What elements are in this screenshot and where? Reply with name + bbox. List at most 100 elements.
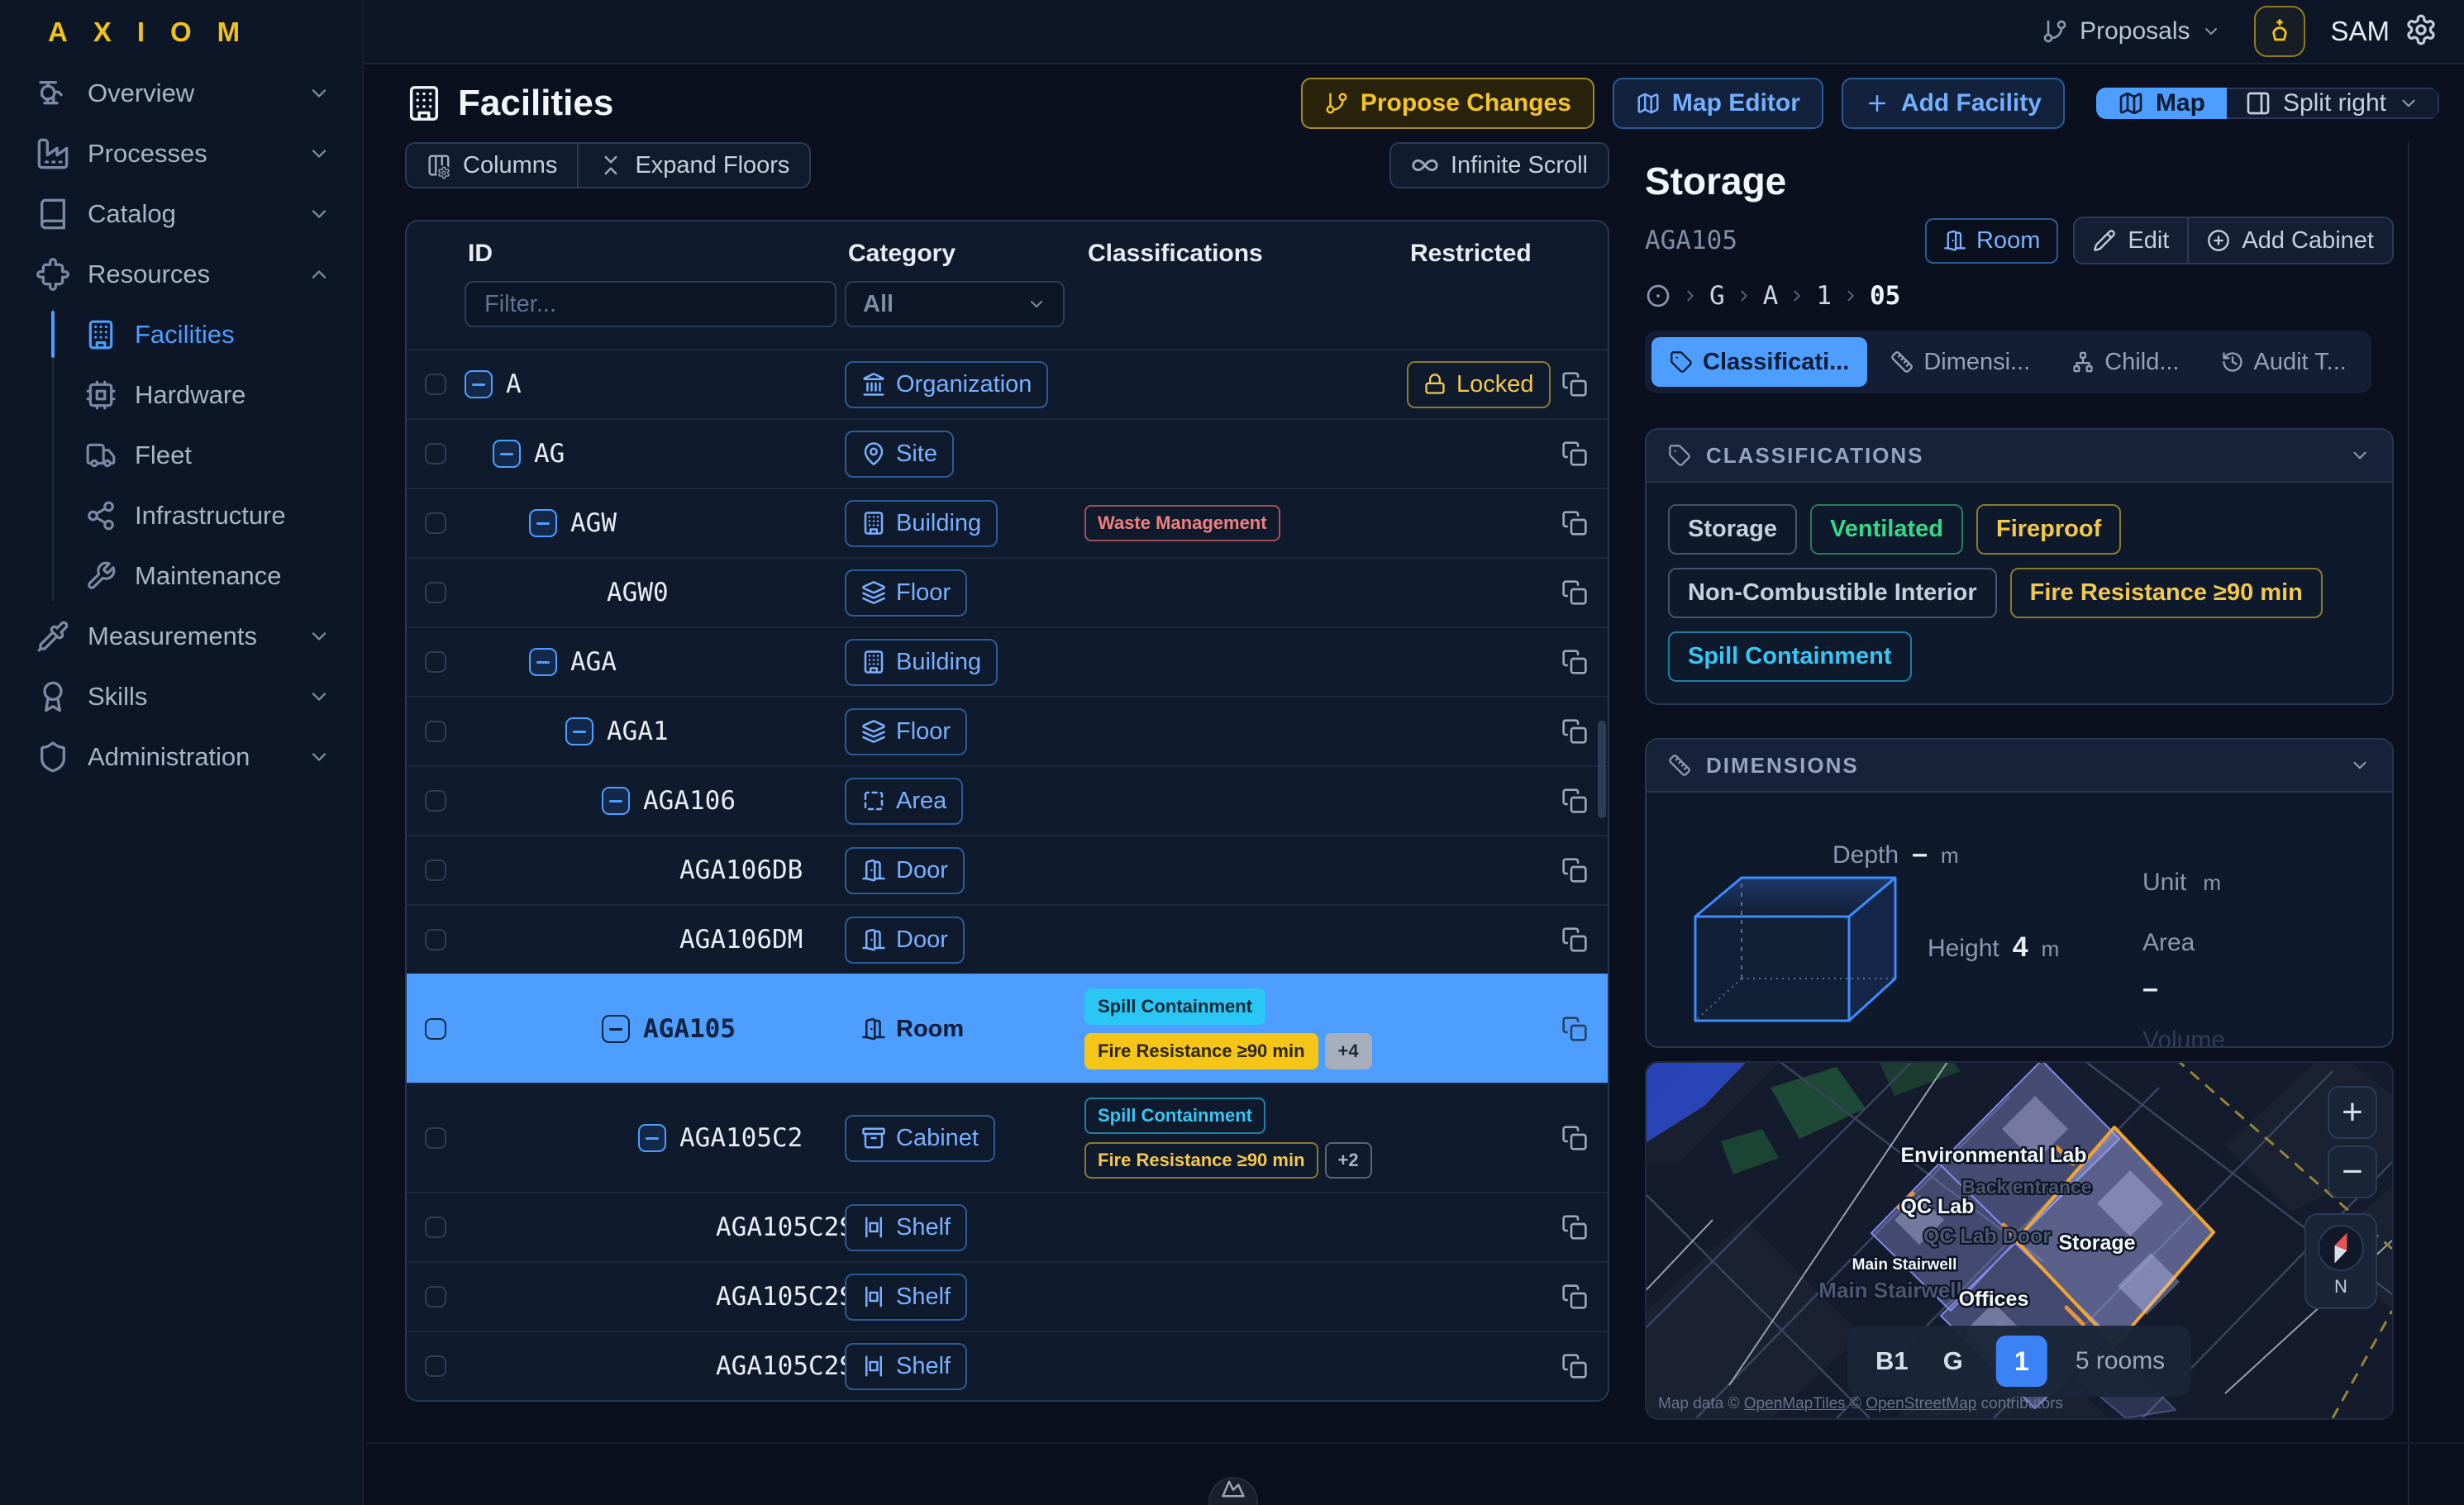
breadcrumb-item[interactable]: A bbox=[1762, 281, 1779, 311]
edit-button[interactable]: Edit bbox=[2075, 218, 2187, 263]
breadcrumb-item[interactable]: 1 bbox=[1816, 281, 1833, 311]
expand-floors-button[interactable]: Expand Floors bbox=[577, 144, 809, 187]
row-checkbox[interactable] bbox=[425, 929, 446, 950]
collapse-toggle[interactable] bbox=[565, 717, 593, 745]
row-restricted-cell bbox=[1407, 710, 1561, 753]
openmaptiles-link[interactable]: OpenMapTiles bbox=[1743, 1395, 1846, 1412]
floor-button[interactable]: B1 bbox=[1875, 1346, 1909, 1375]
category-filter-select[interactable]: All bbox=[845, 281, 1065, 327]
collapse-toggle[interactable] bbox=[602, 787, 630, 815]
table-row[interactable]: AGA Building bbox=[407, 626, 1608, 696]
table-row[interactable]: AGA106 Area bbox=[407, 765, 1608, 835]
settings-button[interactable] bbox=[2404, 13, 2438, 50]
detail-tab[interactable]: Dimensi... bbox=[1872, 337, 2048, 387]
sidebar-section[interactable]: Skills bbox=[0, 666, 362, 726]
copy-id-button[interactable] bbox=[1561, 579, 1611, 606]
sidebar-section[interactable]: Overview bbox=[0, 63, 362, 123]
table-row[interactable]: AGA105C2S Shelf bbox=[407, 1331, 1608, 1400]
copy-id-button[interactable] bbox=[1561, 441, 1611, 467]
split-right-button[interactable]: Split right bbox=[2226, 88, 2439, 119]
row-checkbox[interactable] bbox=[425, 512, 446, 534]
map-label-qc-lab-door: QC Lab Door bbox=[1923, 1225, 2051, 1248]
row-checkbox[interactable] bbox=[425, 1127, 446, 1149]
detail-tab[interactable]: Audit T... bbox=[2203, 337, 2365, 387]
sidebar-subitem[interactable]: Fleet bbox=[0, 425, 362, 485]
copy-id-button[interactable] bbox=[1561, 1284, 1611, 1310]
row-checkbox[interactable] bbox=[425, 1355, 446, 1377]
detail-tab[interactable]: Classificati... bbox=[1651, 337, 1868, 387]
collapse-toggle[interactable] bbox=[493, 440, 521, 468]
collapse-toggle[interactable] bbox=[529, 509, 557, 537]
breadcrumb-item[interactable]: 05 bbox=[1870, 281, 1901, 311]
add-cabinet-button[interactable]: Add Cabinet bbox=[2187, 218, 2392, 263]
zoom-out-button[interactable]: − bbox=[2328, 1145, 2377, 1198]
sidebar-section[interactable]: Catalog bbox=[0, 183, 362, 244]
table-row[interactable]: AGA105C2 Cabinet bbox=[407, 1083, 1608, 1192]
row-checkbox[interactable] bbox=[425, 651, 446, 673]
copy-id-button[interactable] bbox=[1561, 1214, 1611, 1241]
row-checkbox[interactable] bbox=[425, 790, 446, 812]
columns-button[interactable]: Columns bbox=[407, 144, 577, 187]
collapse-toggle[interactable] bbox=[465, 370, 493, 398]
infinite-scroll-button[interactable]: Infinite Scroll bbox=[1389, 142, 1609, 188]
sidebar-section[interactable]: Measurements bbox=[0, 606, 362, 666]
sidebar-subitem[interactable]: Hardware bbox=[0, 364, 362, 425]
sidebar-subitem[interactable]: Maintenance bbox=[0, 545, 362, 606]
row-checkbox[interactable] bbox=[425, 1217, 446, 1238]
propose-changes-button[interactable]: Propose Changes bbox=[1300, 78, 1594, 129]
copy-id-button[interactable] bbox=[1561, 1353, 1611, 1379]
table-row[interactable]: AGW0 Floor bbox=[407, 557, 1608, 626]
category-icon bbox=[861, 372, 886, 397]
copy-id-button[interactable] bbox=[1561, 1125, 1611, 1151]
table-row[interactable]: AGA1 Floor bbox=[407, 696, 1608, 765]
collapse-toggle[interactable] bbox=[529, 648, 557, 676]
floor-button[interactable]: G bbox=[1942, 1346, 1963, 1375]
proposals-menu[interactable]: Proposals bbox=[2042, 17, 2221, 45]
map-compass[interactable]: N bbox=[2304, 1213, 2377, 1309]
sidebar-section[interactable]: Resources bbox=[0, 244, 362, 304]
copy-id-button[interactable] bbox=[1561, 649, 1611, 675]
row-checkbox[interactable] bbox=[425, 1018, 446, 1040]
map-editor-button[interactable]: Map Editor bbox=[1612, 78, 1823, 129]
copy-id-button[interactable] bbox=[1561, 371, 1611, 398]
row-checkbox[interactable] bbox=[425, 582, 446, 603]
copy-id-button[interactable] bbox=[1561, 1016, 1611, 1042]
root-target-icon[interactable] bbox=[1645, 283, 1671, 309]
table-scrollbar-thumb[interactable] bbox=[1598, 721, 1606, 818]
row-checkbox[interactable] bbox=[425, 443, 446, 464]
row-checkbox[interactable] bbox=[425, 374, 446, 395]
map-view-button[interactable]: Map bbox=[2095, 88, 2227, 119]
table-row[interactable]: AGA106DB Door bbox=[407, 835, 1608, 904]
dimensions-card-header[interactable]: DIMENSIONS bbox=[1647, 740, 2392, 793]
copy-id-button[interactable] bbox=[1561, 510, 1611, 536]
row-checkbox[interactable] bbox=[425, 721, 446, 742]
copy-id-button[interactable] bbox=[1561, 926, 1611, 953]
add-facility-button[interactable]: Add Facility bbox=[1841, 78, 2065, 129]
table-row[interactable]: A Organization bbox=[407, 349, 1608, 418]
mini-map[interactable]: Back entrance QC Lab Door Main Stairwell… bbox=[1645, 1061, 2394, 1420]
collapse-toggle[interactable] bbox=[602, 1015, 630, 1043]
breadcrumb-item[interactable]: G bbox=[1709, 281, 1725, 311]
table-row[interactable]: AGA105 Room bbox=[407, 974, 1608, 1083]
sidebar-section[interactable]: Administration bbox=[0, 726, 362, 787]
table-row[interactable]: AGW Building bbox=[407, 488, 1608, 557]
table-row[interactable]: AGA106DM Door bbox=[407, 904, 1608, 974]
zoom-in-button[interactable]: + bbox=[2328, 1086, 2377, 1139]
openstreetmap-link[interactable]: OpenStreetMap bbox=[1866, 1395, 1977, 1412]
sidebar-subitem[interactable]: Facilities bbox=[0, 304, 362, 364]
detail-tab[interactable]: Child... bbox=[2053, 337, 2197, 387]
sidebar-subitem[interactable]: Infrastructure bbox=[0, 485, 362, 545]
sidebar-section[interactable]: Processes bbox=[0, 123, 362, 183]
row-checkbox[interactable] bbox=[425, 860, 446, 881]
copy-id-button[interactable] bbox=[1561, 857, 1611, 883]
id-filter-input[interactable] bbox=[465, 281, 836, 327]
table-row[interactable]: AGA105C2S Shelf bbox=[407, 1261, 1608, 1331]
floor-button[interactable]: 1 bbox=[1995, 1336, 2047, 1387]
classifications-card-header[interactable]: CLASSIFICATIONS bbox=[1647, 430, 2392, 483]
row-restricted-cell bbox=[1407, 641, 1561, 683]
table-row[interactable]: AGA105C2S Shelf bbox=[407, 1192, 1608, 1261]
row-checkbox[interactable] bbox=[425, 1286, 446, 1307]
admin-crown-button[interactable] bbox=[2254, 6, 2306, 57]
collapse-toggle[interactable] bbox=[638, 1124, 666, 1152]
table-row[interactable]: AG Site bbox=[407, 418, 1608, 488]
